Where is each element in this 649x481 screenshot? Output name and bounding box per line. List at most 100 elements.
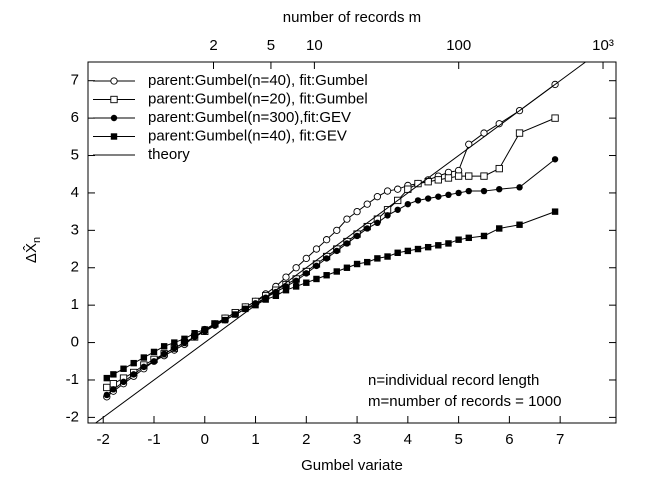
- marker: [110, 77, 118, 85]
- y-tick-label: -2: [66, 408, 79, 425]
- marker: [110, 386, 117, 393]
- y-tick-label: 7: [71, 72, 79, 89]
- y-axis-label-main: ΔX̂: [22, 243, 39, 263]
- marker: [414, 197, 422, 204]
- marker: [322, 236, 331, 244]
- marker: [383, 187, 392, 195]
- marker: [455, 236, 462, 243]
- marker: [353, 260, 361, 268]
- marker: [343, 264, 351, 271]
- y-tick-label: 0: [71, 334, 79, 351]
- marker: [394, 185, 402, 193]
- marker: [455, 189, 462, 197]
- x-tick-label: 4: [404, 431, 412, 448]
- x-tick-label: 5: [454, 431, 462, 448]
- marker: [120, 365, 127, 372]
- marker: [292, 277, 300, 285]
- marker: [516, 221, 523, 228]
- marker: [120, 378, 127, 386]
- marker: [435, 242, 442, 249]
- marker: [495, 164, 503, 173]
- marker: [103, 383, 111, 392]
- marker: [343, 240, 351, 247]
- marker: [384, 212, 391, 219]
- x-tick-label: 6: [505, 431, 513, 448]
- marker: [323, 255, 330, 262]
- marker: [551, 208, 559, 215]
- plot-frame: [87, 61, 617, 424]
- marker: [454, 172, 463, 180]
- x2-tick-label: 2: [209, 37, 217, 54]
- x2-tick-label: 5: [267, 37, 275, 54]
- marker: [232, 311, 239, 318]
- marker: [313, 262, 320, 270]
- marker: [374, 219, 381, 227]
- marker: [292, 283, 300, 290]
- x-axis-label: Gumbel variate: [301, 457, 403, 474]
- marker: [343, 215, 351, 223]
- marker: [480, 187, 488, 195]
- marker: [404, 200, 412, 208]
- marker: [140, 354, 148, 361]
- marker: [394, 249, 401, 256]
- y-tick-label: 2: [71, 259, 79, 276]
- marker: [191, 330, 198, 337]
- y-axis-label: ΔX̂n: [22, 237, 42, 263]
- marker: [150, 358, 158, 365]
- marker: [516, 184, 523, 191]
- marker: [333, 226, 341, 234]
- marker: [110, 95, 118, 104]
- marker: [384, 253, 391, 260]
- x-tick-label: 0: [201, 431, 209, 448]
- x-tick-label: 1: [251, 431, 259, 448]
- x-tick-label: -2: [97, 431, 110, 448]
- marker: [434, 176, 442, 184]
- marker: [211, 320, 219, 328]
- marker: [110, 114, 118, 122]
- marker: [130, 371, 137, 378]
- marker: [221, 316, 229, 324]
- marker: [444, 174, 453, 182]
- x2-tick-label: 10: [306, 37, 323, 54]
- marker: [465, 187, 472, 195]
- y-tick-label: 4: [71, 184, 79, 201]
- legend-label: parent:Gumbel(n=300),fit:GEV: [148, 109, 351, 126]
- marker: [171, 344, 178, 352]
- y-tick-label: 5: [71, 146, 79, 163]
- x2-axis-label: number of records m: [283, 9, 421, 26]
- series-line: [106, 158, 556, 396]
- marker: [303, 279, 310, 286]
- x2-tick-label: 10³: [592, 37, 614, 54]
- marker: [374, 255, 381, 262]
- marker: [323, 272, 330, 279]
- legend-label: parent:Gumbel(n=40), fit:GEV: [148, 127, 347, 144]
- x-tick-label: 2: [302, 431, 310, 448]
- marker: [496, 185, 503, 193]
- marker: [333, 247, 340, 255]
- marker: [424, 195, 432, 202]
- marker: [140, 363, 148, 371]
- legend-label: theory: [148, 146, 190, 163]
- marker: [313, 275, 320, 283]
- x2-tick-label: 100: [446, 37, 471, 54]
- legend-label: parent:Gumbel(n=20), fit:Gumbel: [148, 90, 368, 107]
- marker: [303, 270, 310, 277]
- marker: [445, 191, 452, 199]
- y-tick-label: -1: [66, 371, 79, 388]
- marker: [496, 225, 503, 232]
- marker: [465, 172, 473, 180]
- marker: [130, 359, 137, 367]
- marker: [373, 193, 382, 201]
- marker: [282, 286, 290, 294]
- marker: [480, 232, 488, 240]
- marker: [272, 292, 280, 300]
- marker: [103, 391, 110, 399]
- x-tick-label: 7: [556, 431, 564, 448]
- marker: [353, 232, 361, 240]
- marker: [364, 225, 371, 232]
- marker: [414, 245, 422, 253]
- marker: [262, 296, 269, 303]
- marker: [181, 335, 188, 343]
